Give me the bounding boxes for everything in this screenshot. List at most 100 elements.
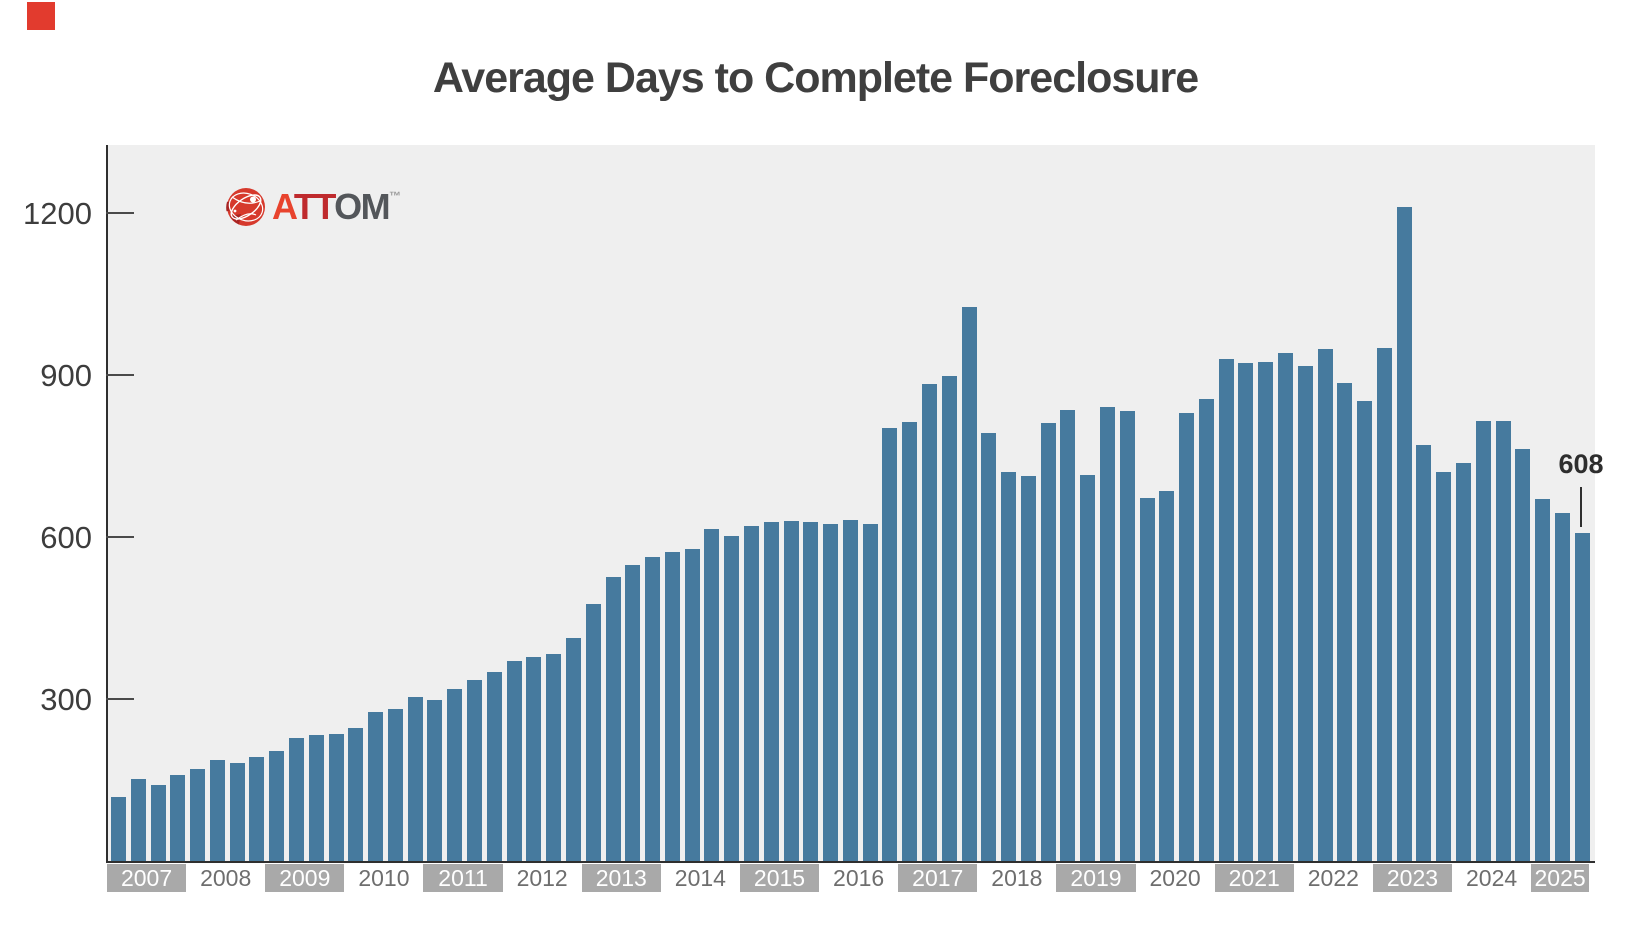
bar-2010-q2 (368, 712, 384, 861)
bar-2009-q2 (289, 738, 305, 861)
bar-2018-q2 (1001, 472, 1017, 861)
bar-2020-q4 (1198, 399, 1214, 861)
year-label-2022: 2022 (1307, 865, 1359, 891)
bar-2014-q3 (704, 529, 720, 861)
bar-2023-q4 (1436, 472, 1452, 861)
bar-2018-q4 (1040, 423, 1056, 861)
year-label-2021: 2021 (1214, 864, 1294, 892)
bar-2008-q4 (249, 757, 265, 861)
bar-2017-q4 (961, 307, 977, 861)
year-label-2009: 2009 (265, 864, 345, 892)
bar-2023-q1 (1376, 348, 1392, 861)
bar-2017-q3 (941, 376, 957, 861)
year-label-2018: 2018 (991, 865, 1043, 891)
attom-logo: ATTOM™ (226, 186, 401, 228)
bar-2007-q2 (130, 779, 146, 861)
bar-2010-q1 (348, 728, 364, 861)
year-label-2008: 2008 (200, 865, 252, 891)
bar-2014-q4 (724, 536, 740, 861)
year-label-2015: 2015 (739, 864, 820, 892)
bar-2017-q1 (902, 422, 918, 861)
plot-area (106, 145, 1595, 863)
bar-2008-q1 (190, 769, 206, 861)
attom-wordmark: ATTOM™ (272, 186, 401, 227)
y-tick-1200 (106, 212, 134, 215)
bar-2022-q1 (1297, 366, 1313, 861)
year-label-2014: 2014 (674, 865, 726, 891)
bar-2019-q3 (1100, 407, 1115, 861)
last-bar-pointer-line (1580, 487, 1582, 527)
bar-2020-q2 (1159, 491, 1175, 861)
bar-2019-q4 (1119, 411, 1135, 861)
year-label-2017: 2017 (898, 864, 978, 892)
bar-2019-q2 (1080, 475, 1096, 861)
bar-2021-q4 (1278, 353, 1294, 861)
bar-2023-q3 (1416, 445, 1432, 861)
bar-2008-q3 (229, 763, 245, 861)
bar-2021-q2 (1238, 363, 1254, 861)
bar-2007-q1 (111, 797, 126, 861)
attom-globe-icon (226, 187, 266, 227)
bar-2012-q4 (565, 638, 581, 861)
bar-2023-q2 (1396, 207, 1412, 861)
bar-2007-q3 (150, 785, 166, 861)
year-label-2025: 2025 (1531, 864, 1589, 892)
chart-title: Average Days to Complete Foreclosure (432, 54, 1199, 102)
y-tick-label-300: 300 (40, 682, 92, 718)
bar-2025-q3 (1574, 533, 1590, 861)
bar-2014-q2 (684, 549, 700, 861)
bar-2012-q3 (546, 654, 562, 861)
year-label-2019: 2019 (1056, 864, 1136, 892)
bar-2011-q1 (427, 700, 443, 861)
bar-2015-q4 (803, 522, 819, 861)
bar-2016-q2 (842, 520, 858, 861)
bar-2009-q4 (328, 734, 344, 861)
year-label-2013: 2013 (581, 864, 661, 892)
bar-2022-q2 (1317, 349, 1333, 861)
y-tick-label-900: 900 (40, 358, 92, 394)
bar-2011-q3 (467, 680, 483, 861)
bar-2017-q2 (921, 384, 937, 861)
y-tick-label-600: 600 (40, 520, 92, 556)
bar-2012-q1 (506, 661, 522, 861)
year-label-2010: 2010 (358, 865, 410, 891)
bar-2008-q2 (209, 760, 225, 861)
year-label-2011: 2011 (423, 864, 503, 892)
bar-2010-q4 (407, 697, 423, 861)
bar-2022-q4 (1357, 401, 1373, 861)
year-label-2012: 2012 (516, 865, 568, 891)
bar-2024-q1 (1456, 463, 1472, 861)
last-bar-value-label: 608 (1558, 449, 1604, 479)
bar-2009-q1 (269, 751, 285, 861)
bar-2015-q2 (763, 522, 779, 861)
bar-2011-q2 (447, 689, 463, 861)
bar-2019-q1 (1060, 410, 1076, 861)
y-tick-300 (106, 698, 134, 701)
y-tick-900 (106, 374, 134, 377)
bar-2020-q1 (1139, 498, 1155, 861)
bar-2020-q3 (1179, 413, 1195, 861)
bar-2012-q2 (526, 657, 542, 861)
bar-2016-q3 (862, 524, 878, 861)
year-label-2020: 2020 (1149, 865, 1201, 891)
bar-2013-q1 (585, 604, 601, 861)
year-label-2024: 2024 (1466, 865, 1518, 891)
red-corner-mark (27, 2, 55, 30)
year-label-2007: 2007 (107, 864, 187, 892)
bar-2011-q4 (486, 672, 502, 861)
year-label-2016: 2016 (833, 865, 885, 891)
bar-2015-q3 (783, 521, 799, 861)
bar-2014-q1 (664, 552, 680, 861)
bar-2009-q3 (308, 735, 324, 861)
year-label-2023: 2023 (1372, 864, 1453, 892)
bar-2013-q4 (645, 557, 661, 861)
bar-2024-q2 (1475, 421, 1491, 861)
y-tick-label-1200: 1200 (23, 196, 92, 232)
bar-2024-q3 (1495, 421, 1511, 861)
bar-2007-q4 (170, 775, 186, 861)
trademark-symbol: ™ (389, 189, 401, 203)
bar-2013-q2 (605, 577, 621, 861)
y-tick-600 (106, 536, 134, 539)
bar-2022-q3 (1337, 383, 1353, 861)
